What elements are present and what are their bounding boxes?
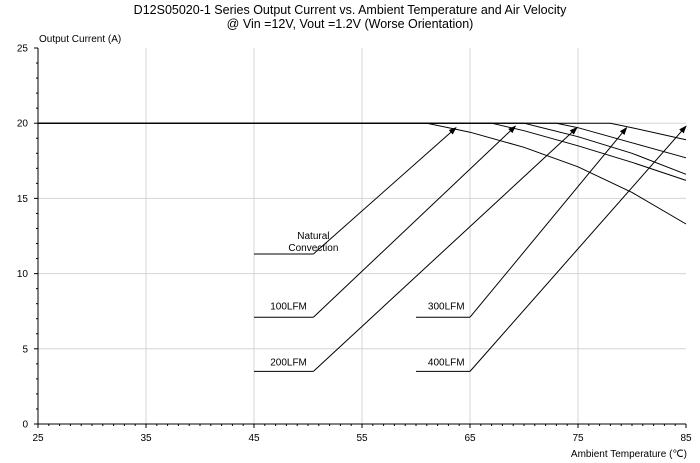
x-tick-label: 35 xyxy=(140,433,152,444)
y-tick-label: 15 xyxy=(17,194,29,205)
series-line xyxy=(38,122,687,141)
annotation-label: 200LFM xyxy=(270,357,307,368)
annotation-label: 300LFM xyxy=(428,302,465,313)
x-tick-label: 85 xyxy=(680,433,692,444)
annotation-arrow xyxy=(313,125,517,318)
x-axis-label: Ambient Temperature (℃) xyxy=(571,449,687,460)
chart-title: D12S05020-1 Series Output Current vs. Am… xyxy=(133,3,567,17)
annotation-label: 400LFM xyxy=(428,357,465,368)
x-tick-label: 65 xyxy=(464,433,476,444)
x-tick-label: 45 xyxy=(248,433,260,444)
annotation-label: 100LFM xyxy=(270,302,307,313)
series-lines xyxy=(38,122,687,225)
y-tick-label: 5 xyxy=(22,344,28,355)
annotation-label: Natural xyxy=(297,231,329,242)
x-tick-label: 55 xyxy=(356,433,368,444)
axes: 0 5 10 15 20 25 25 35 45 55 65 75 85 xyxy=(17,44,692,445)
chart-subtitle: @ Vin =12V, Vout =1.2V (Worse Orientatio… xyxy=(226,17,474,31)
y-axis-label: Output Current (A) xyxy=(39,34,121,45)
x-tick-label: 75 xyxy=(572,433,584,444)
annotation-arrow xyxy=(469,125,687,372)
annotation-label: Convection xyxy=(288,243,338,254)
annotation-arrow xyxy=(313,127,457,255)
y-tick-label: 10 xyxy=(17,269,29,280)
annotation-arrow xyxy=(469,126,628,318)
y-tick-label: 25 xyxy=(17,44,29,55)
annotation-arrow xyxy=(313,127,578,372)
y-tick-label: 20 xyxy=(17,119,29,130)
y-tick-label: 0 xyxy=(22,420,28,431)
x-tick-label: 25 xyxy=(32,433,44,444)
